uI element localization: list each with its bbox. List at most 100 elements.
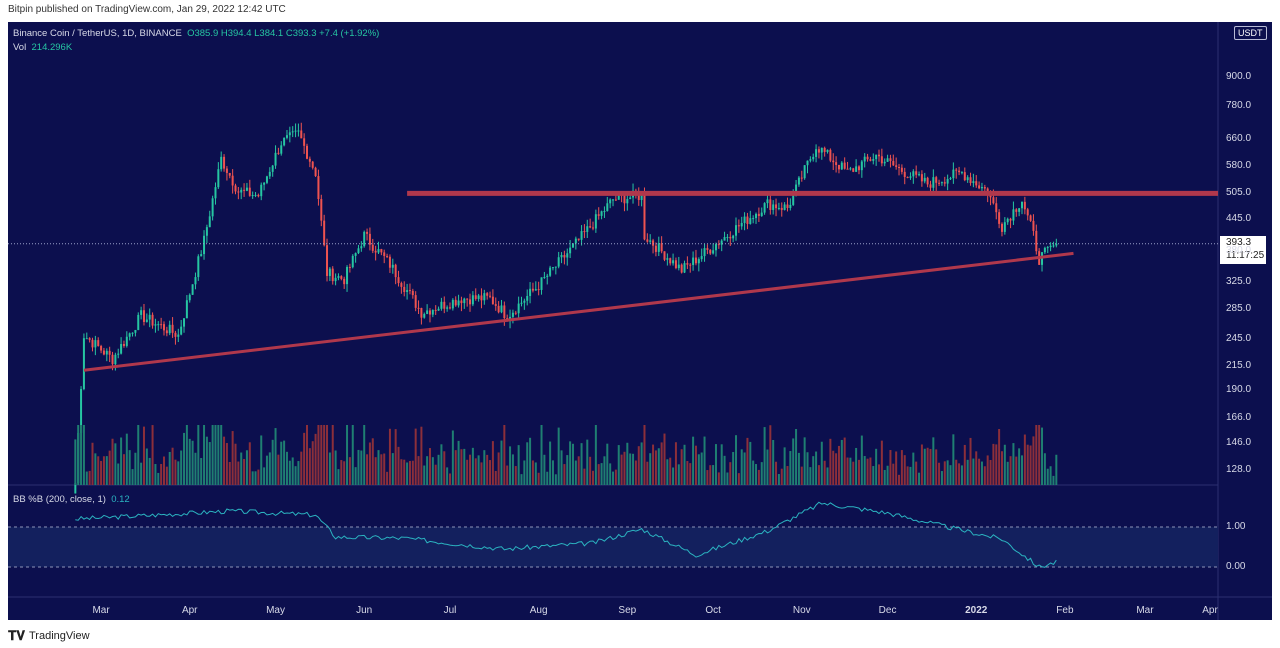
candle-body [569, 247, 572, 254]
volume-bar [220, 425, 223, 485]
volume-bar [240, 452, 243, 485]
volume-bar [820, 441, 823, 485]
volume-bar [523, 460, 526, 485]
candle-body [643, 193, 646, 240]
volume-bar [946, 460, 949, 485]
volume-bar [423, 465, 426, 485]
candle-body [120, 344, 123, 354]
candle-body [380, 249, 383, 253]
volume-bar [809, 467, 812, 485]
volume-bar [500, 440, 503, 485]
candle-body [94, 340, 97, 348]
volume-bar [826, 467, 829, 485]
candle-body [211, 198, 214, 217]
volume-bar [105, 456, 108, 485]
volume-bar [529, 437, 532, 485]
candle-body [629, 197, 632, 200]
candle-body [972, 181, 975, 184]
candle-body [557, 257, 560, 267]
volume-bar [171, 447, 174, 485]
candle-body [746, 216, 749, 224]
volume-bar [377, 450, 380, 485]
volume-bar [180, 450, 183, 485]
candle-body [786, 204, 789, 209]
candle-body [214, 187, 217, 199]
candle-body [320, 199, 323, 221]
candle-body [180, 326, 183, 335]
candle-body [1006, 218, 1009, 223]
price-tick-label: 445.0 [1226, 212, 1252, 224]
candle-body [998, 212, 1001, 224]
candle-body [963, 172, 966, 181]
candle-body [534, 289, 537, 291]
volume-bar [291, 457, 294, 485]
volume-bar [935, 449, 938, 485]
volume-bar [294, 466, 297, 485]
candle-body [863, 156, 866, 162]
volume-bar [82, 425, 85, 485]
chart-frame[interactable]: Binance Coin / TetherUS, 1D, BINANCE O38… [8, 22, 1272, 620]
candle-body [394, 264, 397, 278]
candle-body [328, 268, 331, 276]
volume-bar [780, 468, 783, 485]
price-tick-label: 900.0 [1226, 71, 1252, 82]
volume-bar [852, 461, 855, 485]
candle-body [723, 237, 726, 241]
candle-body [995, 203, 998, 213]
volume-bar [663, 433, 666, 485]
candle-body [597, 214, 600, 216]
volume-bar [263, 467, 266, 485]
candle-body [657, 243, 660, 252]
tradingview-brand[interactable]: 𝐓𝐕 TradingView [8, 628, 90, 644]
candle-body [497, 305, 500, 313]
candle-body [872, 159, 875, 161]
volume-bar [1049, 466, 1052, 485]
volume-bar [374, 457, 377, 485]
volume-bar [1046, 468, 1049, 485]
candle-body [983, 186, 986, 189]
volume-bar [1035, 425, 1038, 485]
volume-bar [120, 437, 123, 485]
candle-body [766, 199, 769, 204]
candle-body [832, 160, 835, 163]
candle-body [82, 338, 85, 390]
volume-bar [142, 426, 145, 485]
volume-bar [520, 474, 523, 485]
candle-body [388, 256, 391, 268]
candle-body [311, 161, 314, 168]
currency-badge[interactable]: USDT [1234, 26, 1267, 40]
candle-body [297, 130, 300, 132]
candle-body [949, 178, 952, 180]
candle-body [105, 350, 108, 355]
candle-body [898, 167, 901, 169]
volume-bar [517, 445, 520, 485]
candle-body [134, 329, 137, 333]
volume-bar [766, 449, 769, 485]
volume-bar [769, 425, 772, 485]
volume-bar [714, 444, 717, 485]
volume-bar [963, 444, 966, 485]
candle-body [500, 305, 503, 313]
volume-bar [306, 425, 308, 485]
volume-bar [589, 456, 592, 485]
volume-bar [1000, 451, 1003, 485]
candle-body [411, 290, 414, 296]
candle-body [803, 165, 806, 179]
candle-body [440, 301, 443, 309]
candle-body [855, 166, 858, 172]
candle-body [477, 295, 480, 299]
candle-body [454, 299, 457, 306]
candle-body [549, 267, 552, 276]
candle-body [543, 276, 546, 278]
tradingview-text: TradingView [29, 630, 90, 642]
candle-body [503, 305, 506, 319]
candle-body [340, 276, 343, 279]
candle-body [654, 245, 657, 252]
volume-bar [672, 467, 675, 485]
candle-body [74, 483, 77, 494]
candle-body [260, 184, 263, 197]
volume-bar [886, 465, 889, 485]
candle-body [443, 301, 446, 309]
volume-bar [577, 456, 580, 485]
volume-bar [185, 425, 188, 485]
